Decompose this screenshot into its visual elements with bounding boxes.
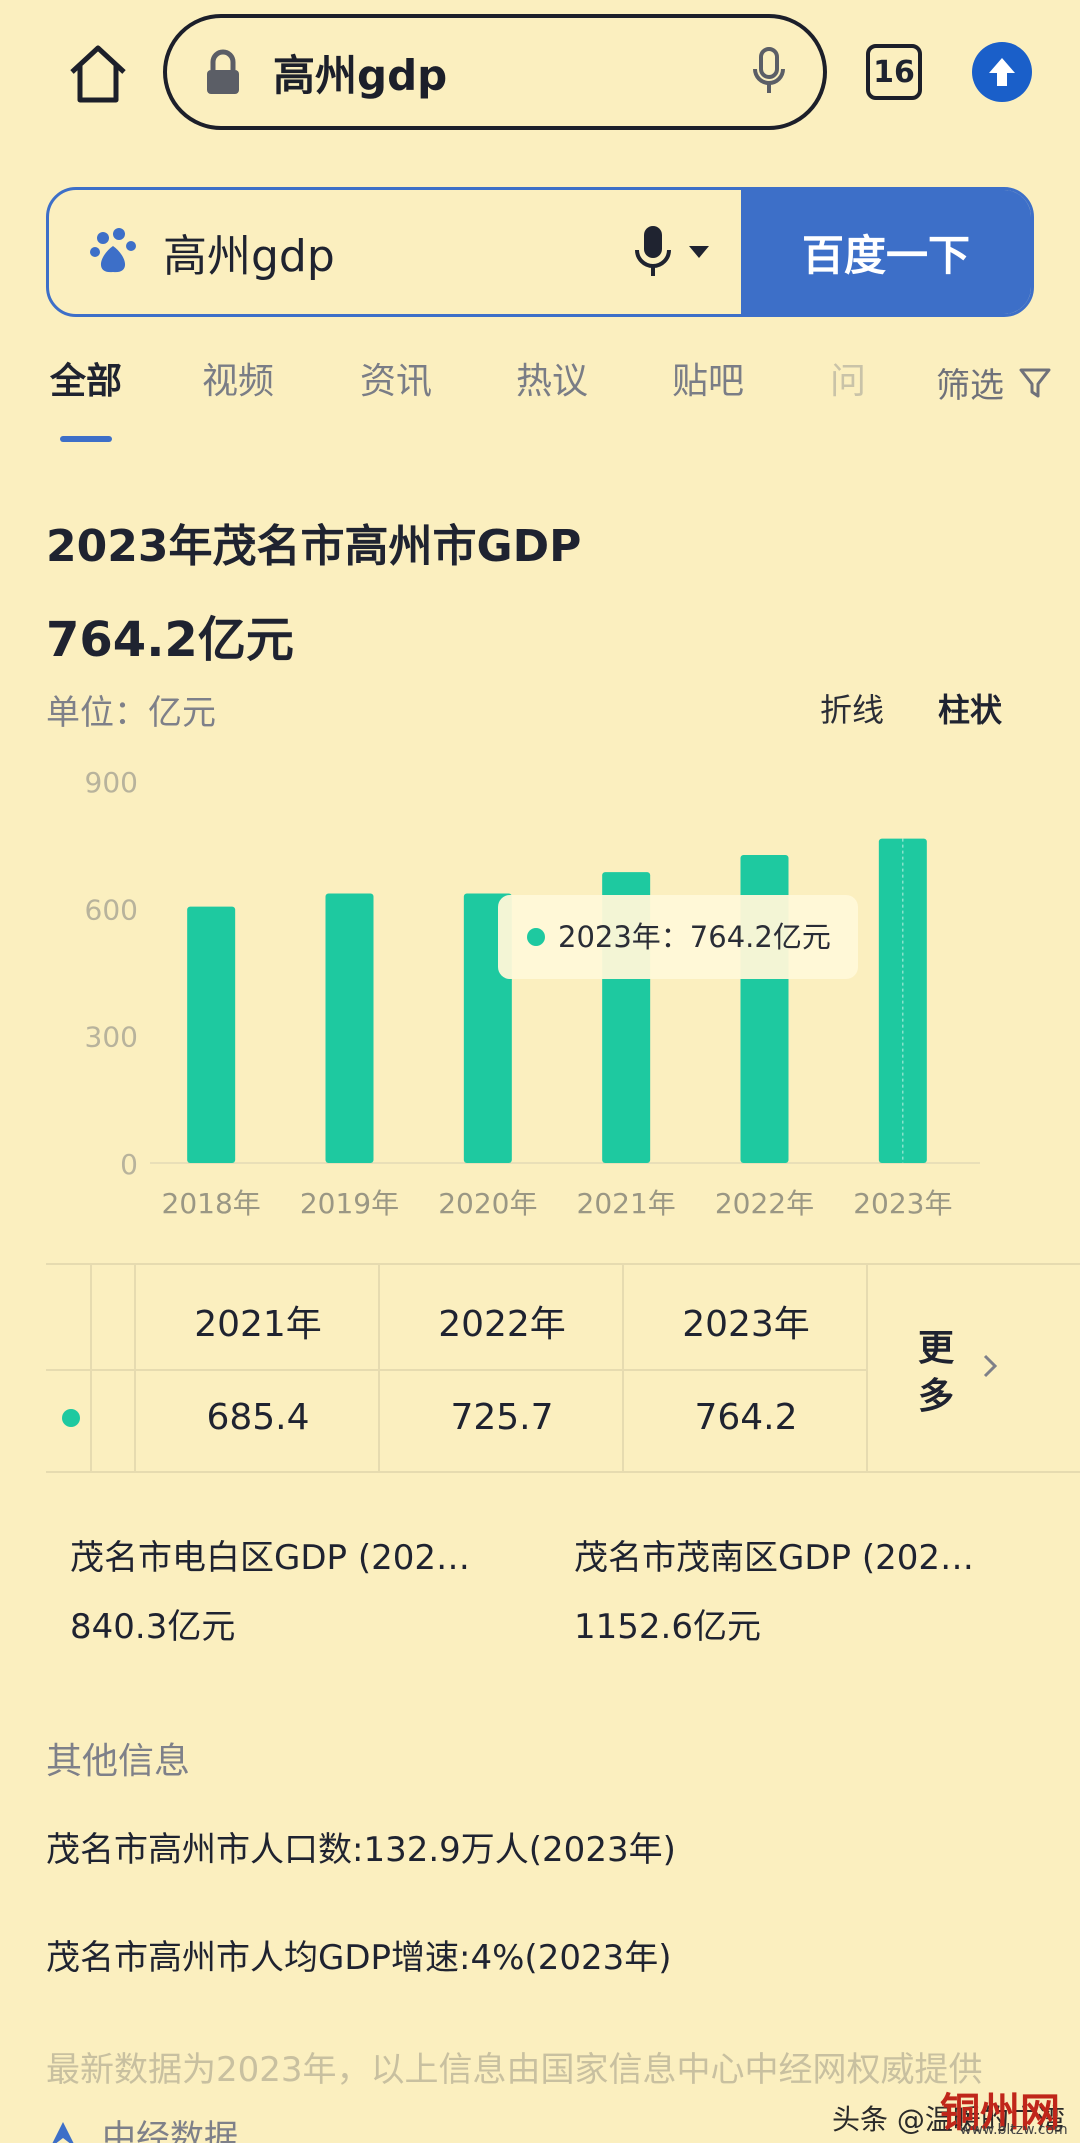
table-header-2021: 2021年 [194,1304,322,1345]
tab-video[interactable]: 视频 [202,361,275,402]
watermark-text: 头条 @温暖的广湾 [832,2103,1065,2136]
other-info-heading: 其他信息 [46,1741,191,1782]
tab-news[interactable]: 资讯 [360,361,433,402]
chart-bar [325,893,374,1163]
gdp-data-table: 2021年 2022年 2023年 685.4 725.7 764.2 更多 [46,1263,1080,1473]
provider-logo-icon [52,2121,74,2143]
related-item-maonan[interactable]: 茂名市茂南区GDP (202… 1152.6亿元 [574,1530,1054,1648]
search-input-area[interactable]: 高州gdp [49,190,741,314]
tab-qa[interactable]: 问 [830,361,867,402]
chevron-right-icon[interactable] [982,1353,998,1379]
site-url: www.bltzw.com [960,2122,1068,2138]
site-name: 铜州网 [940,2090,1060,2136]
home-button[interactable] [62,38,134,110]
table-value-2021: 685.4 [206,1397,310,1438]
card-title[interactable]: 2023年茂名市高州市GDP [46,521,582,572]
bar-chart-toggle[interactable]: 柱状 [938,691,1003,729]
search-box: 高州gdp 百度一下 [46,187,1034,317]
line-chart-toggle[interactable]: 折线 [820,691,885,729]
gdp-value: 764.2亿元 [46,612,294,668]
related-title: 茂名市茂南区GDP (202… [574,1538,974,1578]
filter-button[interactable]: 筛选 [936,358,1052,407]
tab-tieba[interactable]: 贴吧 [672,361,745,402]
table-header-2022: 2022年 [438,1304,566,1345]
x-tick-label: 2022年 [715,1187,814,1220]
unit-label: 单位：亿元 [46,693,216,733]
search-input[interactable]: 高州gdp [163,231,335,282]
lock-icon [207,49,239,94]
voice-search-icon[interactable] [633,224,673,280]
more-button[interactable]: 更多 [918,1328,955,1417]
upgrade-button[interactable] [972,42,1032,102]
chart-bar [187,906,236,1163]
tab-discussion[interactable]: 热议 [516,361,589,402]
series-dot [62,1409,80,1427]
baidu-paw-icon [90,228,136,273]
y-tick-label: 0 [120,1148,138,1181]
table-value-2023: 764.2 [694,1397,798,1438]
microphone-icon[interactable] [751,47,787,97]
result-tabs: 全部 视频 资讯 热议 贴吧 问 筛选 [0,340,1080,450]
related-item-dianbai[interactable]: 茂名市电白区GDP (202… 840.3亿元 [70,1530,550,1648]
url-text: 高州gdp [273,50,448,100]
y-tick-label: 600 [85,893,138,926]
x-tick-label: 2019年 [300,1187,399,1220]
related-title: 茂名市电白区GDP (202… [70,1538,470,1578]
filter-label: 筛选 [936,366,1004,406]
fact-gdp-growth: 茂名市高州市人均GDP增速:4%(2023年) [46,1938,672,1978]
search-submit-button[interactable]: 百度一下 [741,190,1031,314]
related-value: 840.3亿元 [70,1607,236,1647]
address-bar[interactable]: 高州gdp [163,14,827,130]
x-tick-label: 2023年 [853,1187,952,1220]
arrow-up-icon [989,58,1015,86]
related-value: 1152.6亿元 [574,1607,761,1647]
filter-icon [1019,368,1051,397]
data-provider[interactable]: 中经数据 [46,2110,238,2143]
chevron-down-icon[interactable] [687,244,711,260]
y-tick-label: 900 [85,766,138,799]
home-icon [70,45,126,103]
y-tick-label: 300 [85,1021,138,1054]
fact-population: 茂名市高州市人口数:132.9万人(2023年) [46,1830,676,1870]
tab-count-button[interactable]: 16 [866,44,922,100]
provider-name: 中经数据 [102,2118,238,2143]
tooltip-box [498,895,858,979]
tab-all[interactable]: 全部 [50,361,123,402]
table-header-2023: 2023年 [682,1304,810,1345]
x-tick-label: 2021年 [577,1187,676,1220]
active-tab-indicator [60,436,112,442]
tooltip-text: 2023年：764.2亿元 [558,920,831,954]
table-value-2022: 725.7 [450,1397,554,1438]
gdp-bar-chart[interactable]: 0 300 600 900 2018年 2019年 2020年 2021年 2022年 2023年… [0,755,1080,1245]
tooltip-series-dot [527,928,545,946]
source-note: 最新数据为2023年，以上信息由国家信息中心中经网权威提供 [46,2050,983,2090]
x-tick-label: 2020年 [438,1187,537,1220]
x-tick-label: 2018年 [162,1187,261,1220]
chart-tooltip: 2023年：764.2亿元 [498,895,858,979]
